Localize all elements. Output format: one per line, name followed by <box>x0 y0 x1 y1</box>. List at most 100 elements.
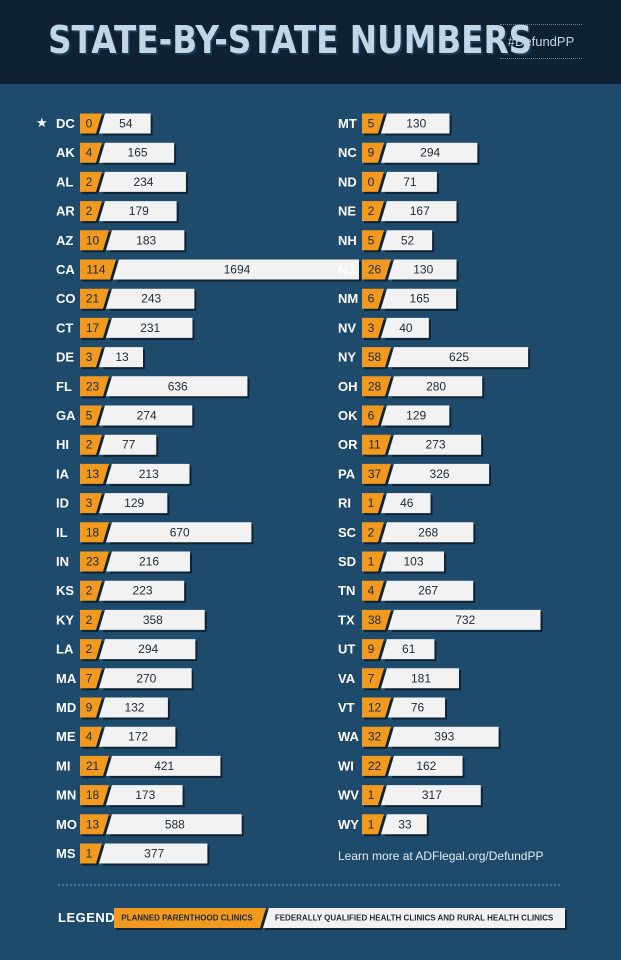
state-label-nv: NV <box>338 320 356 335</box>
state-label-ia: IA <box>56 466 70 481</box>
fqhc-bar-vt <box>388 697 446 718</box>
state-row-id: ID 3 129 <box>56 493 170 516</box>
pp-value-ma: 7 <box>86 671 93 685</box>
fqhc-bar-ms <box>99 843 208 864</box>
fqhc-value-id: 129 <box>124 496 144 510</box>
state-row-nc: NC 9 294 <box>338 142 480 165</box>
fqhc-bar-dc <box>99 113 151 134</box>
fqhc-bar-wy <box>381 814 427 835</box>
pp-value-fl: 23 <box>86 379 100 393</box>
state-row-wy: WY 1 33 <box>338 814 429 837</box>
state-label-az: AZ <box>56 233 73 248</box>
fqhc-bar-tx <box>388 609 541 630</box>
pp-bar-ri <box>362 493 384 514</box>
pp-value-id: 3 <box>86 496 93 510</box>
pp-bar-il <box>80 522 109 543</box>
state-row-nh: NH 5 52 <box>338 230 435 253</box>
fqhc-bar-ne <box>381 201 457 222</box>
pp-bar-mi <box>80 755 109 776</box>
pp-bar-ny <box>362 347 391 368</box>
pp-bar-id <box>80 493 102 514</box>
state-label-ut: UT <box>338 642 355 657</box>
state-row-ct: CT 17 231 <box>56 317 195 340</box>
fqhc-bar-sd <box>381 551 445 572</box>
fqhc-value-ma: 270 <box>136 671 156 685</box>
pp-bar-az <box>80 230 109 251</box>
pp-value-me: 4 <box>86 730 93 744</box>
fqhc-bar-ok <box>381 405 450 426</box>
fqhc-bar-la <box>99 639 196 660</box>
state-label-al: AL <box>56 174 73 189</box>
state-label-ak: AK <box>56 145 75 160</box>
fqhc-bar-ct <box>106 317 193 338</box>
fqhc-value-ca: 1694 <box>224 263 251 277</box>
pp-value-nj: 26 <box>368 263 382 277</box>
fqhc-value-az: 183 <box>136 233 156 247</box>
fqhc-value-ia: 213 <box>139 467 159 481</box>
state-row-hi: HI 2 77 <box>56 434 159 457</box>
fqhc-value-wa: 393 <box>434 730 454 744</box>
pp-value-wa: 32 <box>368 730 382 744</box>
state-row-mt: MT 5 130 <box>338 113 452 136</box>
fqhc-value-ar: 179 <box>129 204 149 218</box>
state-row-az: AZ 10 183 <box>56 230 187 253</box>
pp-value-sc: 2 <box>368 525 375 539</box>
pp-value-ak: 4 <box>86 146 93 160</box>
state-row-va: VA 7 181 <box>338 668 461 691</box>
state-row-nd: ND 0 71 <box>338 171 439 194</box>
state-label-ct: CT <box>56 320 73 335</box>
state-row-ri: RI 1 46 <box>338 493 433 516</box>
fqhc-bar-id <box>99 493 168 514</box>
fqhc-bar-nm <box>381 288 457 309</box>
pp-bar-in <box>80 551 109 572</box>
fqhc-bar-ri <box>381 493 431 514</box>
fqhc-bar-nc <box>381 142 478 163</box>
fqhc-value-nd: 71 <box>403 175 417 189</box>
state-label-pa: PA <box>338 466 356 481</box>
state-label-ne: NE <box>338 204 356 219</box>
pp-bar-sd <box>362 551 384 572</box>
state-row-wa: WA 32 393 <box>338 726 501 749</box>
legend: PLANNED PARENTHOOD CLINICS FEDERALLY QUAL… <box>114 908 567 930</box>
state-label-vt: VT <box>338 700 355 715</box>
state-label-mi: MI <box>56 758 70 773</box>
fqhc-value-oh: 280 <box>426 379 446 393</box>
pp-bar-ca <box>80 259 116 280</box>
pp-value-tx: 38 <box>368 613 382 627</box>
pp-bar-or <box>362 434 391 455</box>
fqhc-bar-sc <box>381 522 474 543</box>
hashtag: #DefundPP <box>507 34 575 49</box>
state-label-mn: MN <box>56 788 76 803</box>
fqhc-bar-va <box>381 668 459 689</box>
pp-value-ut: 9 <box>368 642 375 656</box>
state-row-me: ME 4 172 <box>56 726 178 749</box>
fqhc-value-vt: 76 <box>411 701 425 715</box>
pp-bar-wi <box>362 755 391 776</box>
state-label-hi: HI <box>56 437 69 452</box>
state-row-ga: GA 5 274 <box>56 405 195 428</box>
fqhc-bar-hi <box>99 434 157 455</box>
fqhc-value-ms: 377 <box>144 847 164 861</box>
fqhc-value-ne: 167 <box>410 204 430 218</box>
state-label-fl: FL <box>56 379 72 394</box>
fqhc-bar-al <box>99 171 186 192</box>
pp-bar-tn <box>362 580 384 601</box>
legend-fqhc-label: FEDERALLY QUALIFIED HEALTH CLINICS AND R… <box>275 914 554 923</box>
fqhc-value-or: 273 <box>426 438 446 452</box>
fqhc-value-ny: 625 <box>449 350 469 364</box>
pp-bar-ky <box>80 609 102 630</box>
pp-bar-mt <box>362 113 384 134</box>
fqhc-bar-mo <box>106 814 242 835</box>
state-row-md: MD 9 132 <box>56 697 170 720</box>
pp-bar-nc <box>362 142 384 163</box>
state-label-wi: WI <box>338 758 354 773</box>
pp-bar-co <box>80 288 109 309</box>
pp-value-ok: 6 <box>368 409 375 423</box>
fqhc-value-ks: 223 <box>133 584 153 598</box>
state-label-dc: DC <box>56 116 75 131</box>
fqhc-value-dc: 54 <box>119 117 133 131</box>
state-row-nj: NJ 26 130 <box>338 259 459 282</box>
pp-bar-sc <box>362 522 384 543</box>
state-label-oh: OH <box>338 379 358 394</box>
fqhc-value-de: 13 <box>115 350 129 364</box>
